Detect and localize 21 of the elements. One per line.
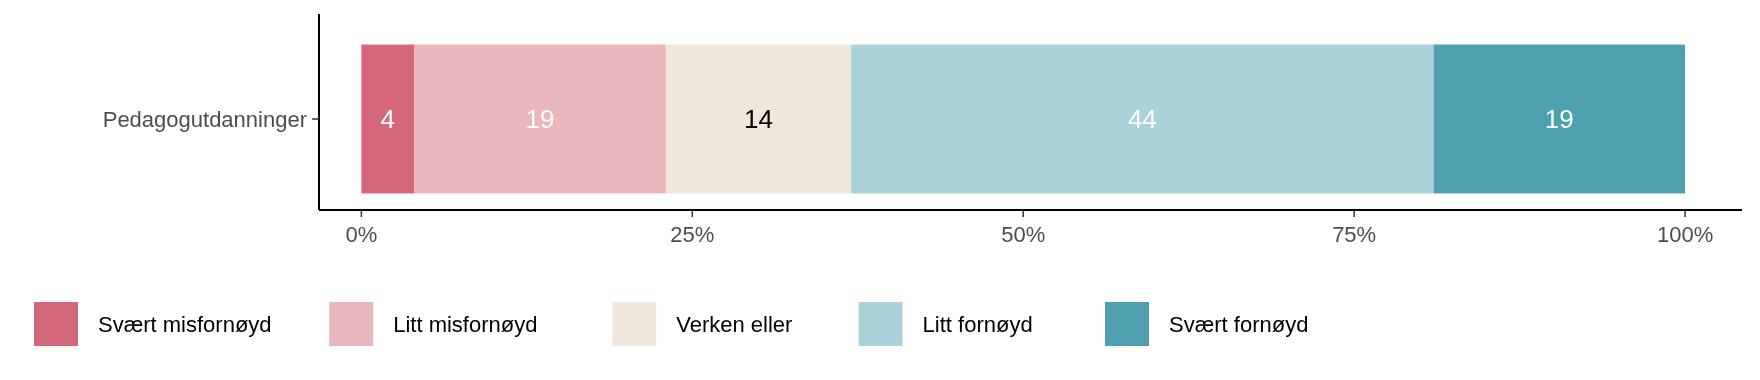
data-label: 19 bbox=[1544, 104, 1574, 135]
data-label: 44 bbox=[1127, 104, 1157, 135]
x-tick-label: 25% bbox=[670, 222, 715, 247]
data-label: 4 bbox=[380, 104, 396, 135]
legend-label: Svært misfornøyd bbox=[98, 311, 272, 337]
x-tick-label: 0% bbox=[345, 222, 378, 247]
bar bbox=[1433, 44, 1686, 194]
legend-label: Litt misfornøyd bbox=[393, 311, 538, 337]
legend-label: Litt fornøyd bbox=[922, 311, 1033, 337]
bar bbox=[851, 44, 1434, 194]
legend-label: Verken eller bbox=[676, 311, 793, 337]
bar bbox=[665, 44, 852, 194]
data-label: 19 bbox=[525, 104, 555, 135]
data-label: 14 bbox=[744, 104, 773, 135]
x-tick-label: 50% bbox=[1001, 222, 1046, 247]
bar bbox=[361, 44, 415, 194]
x-tick-label: 100% bbox=[1656, 222, 1714, 247]
x-tick-label: 75% bbox=[1332, 222, 1377, 247]
legend-label: Svært fornøyd bbox=[1169, 311, 1309, 337]
y-tick-label: Pedagogutdanninger bbox=[102, 106, 307, 132]
bar bbox=[414, 44, 666, 194]
